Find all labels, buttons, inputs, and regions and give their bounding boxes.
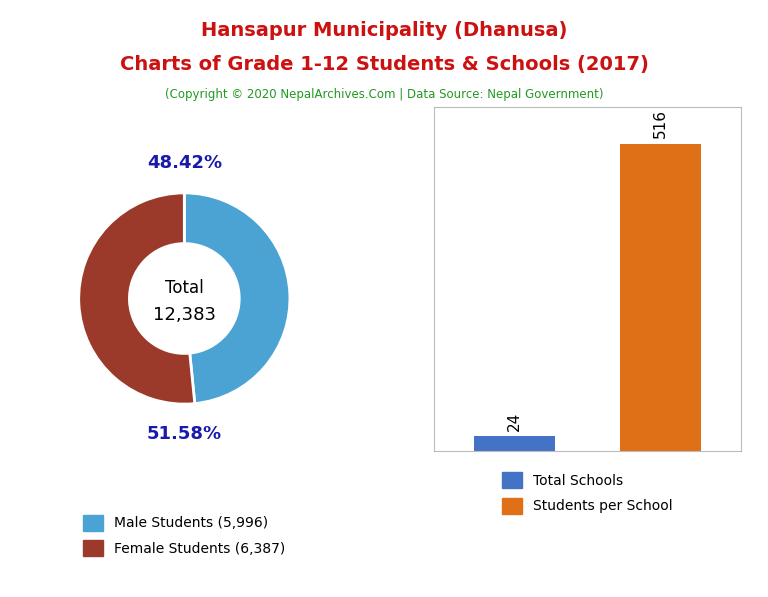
Text: (Copyright © 2020 NepalArchives.Com | Data Source: Nepal Government): (Copyright © 2020 NepalArchives.Com | Da…: [165, 88, 603, 101]
Wedge shape: [79, 193, 195, 404]
Text: Charts of Grade 1-12 Students & Schools (2017): Charts of Grade 1-12 Students & Schools …: [120, 55, 648, 74]
Text: 12,383: 12,383: [153, 306, 216, 324]
Wedge shape: [184, 193, 290, 404]
Bar: [621, 144, 701, 451]
Bar: [474, 436, 554, 451]
Legend: Total Schools, Students per School: Total Schools, Students per School: [497, 466, 678, 519]
Text: 48.42%: 48.42%: [147, 155, 222, 173]
Text: 24: 24: [507, 411, 522, 430]
Legend: Male Students (5,996), Female Students (6,387): Male Students (5,996), Female Students (…: [78, 509, 291, 562]
Text: 516: 516: [653, 109, 668, 139]
Text: Total: Total: [165, 279, 204, 297]
Text: Hansapur Municipality (Dhanusa): Hansapur Municipality (Dhanusa): [200, 21, 568, 40]
Text: 51.58%: 51.58%: [147, 424, 222, 442]
